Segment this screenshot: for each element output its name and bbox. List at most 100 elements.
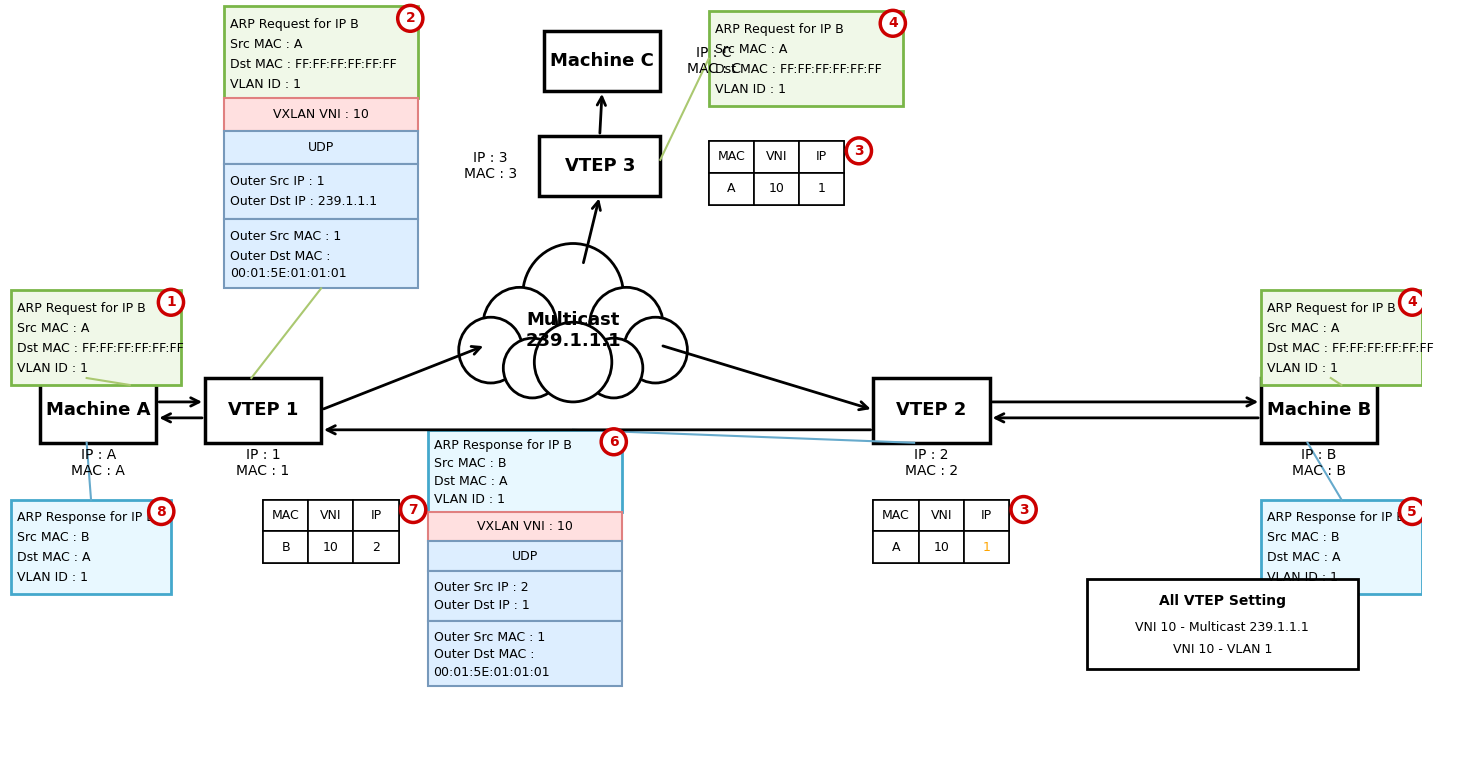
FancyBboxPatch shape xyxy=(428,430,622,511)
Text: Machine C: Machine C xyxy=(550,53,654,70)
FancyBboxPatch shape xyxy=(874,531,919,563)
Text: All VTEP Setting: All VTEP Setting xyxy=(1158,594,1286,608)
Text: VNI 10 - VLAN 1: VNI 10 - VLAN 1 xyxy=(1173,642,1272,655)
FancyBboxPatch shape xyxy=(874,531,1009,563)
Text: ARP Request for IP B: ARP Request for IP B xyxy=(230,18,359,30)
Text: ARP Request for IP B: ARP Request for IP B xyxy=(1267,302,1396,315)
Circle shape xyxy=(601,428,626,455)
Circle shape xyxy=(400,497,425,523)
Text: VTEP 2: VTEP 2 xyxy=(896,401,966,419)
Circle shape xyxy=(503,338,561,398)
Text: 10: 10 xyxy=(323,541,339,554)
Text: VLAN ID : 1: VLAN ID : 1 xyxy=(18,361,88,374)
Text: 5: 5 xyxy=(1407,505,1418,518)
Text: Outer Src IP : 2: Outer Src IP : 2 xyxy=(434,581,528,594)
Text: 10: 10 xyxy=(768,182,784,196)
FancyBboxPatch shape xyxy=(224,98,418,131)
Text: VXLAN VNI : 10: VXLAN VNI : 10 xyxy=(273,108,369,121)
Text: Multicast
239.1.1.1: Multicast 239.1.1.1 xyxy=(525,310,622,349)
Text: ARP Response for IP B: ARP Response for IP B xyxy=(1267,511,1404,524)
FancyBboxPatch shape xyxy=(353,499,399,531)
Text: IP : 2
MAC : 2: IP : 2 MAC : 2 xyxy=(905,447,959,478)
Text: ARP Response for IP B: ARP Response for IP B xyxy=(434,439,572,452)
Text: 00:01:5E:01:01:01: 00:01:5E:01:01:01 xyxy=(434,667,550,680)
Text: B: B xyxy=(281,541,290,554)
Text: 10: 10 xyxy=(934,541,949,554)
FancyBboxPatch shape xyxy=(754,141,799,173)
Text: Machine B: Machine B xyxy=(1267,401,1371,419)
Text: Src MAC : B: Src MAC : B xyxy=(1267,531,1340,544)
FancyBboxPatch shape xyxy=(224,218,418,288)
Text: Dst MAC : A: Dst MAC : A xyxy=(18,551,91,564)
Text: 1: 1 xyxy=(166,295,176,309)
Text: VLAN ID : 1: VLAN ID : 1 xyxy=(18,571,88,584)
FancyBboxPatch shape xyxy=(262,499,308,531)
FancyBboxPatch shape xyxy=(262,499,399,531)
FancyBboxPatch shape xyxy=(205,378,321,443)
Circle shape xyxy=(148,498,174,524)
Text: MAC: MAC xyxy=(271,509,299,522)
FancyBboxPatch shape xyxy=(40,378,157,443)
FancyBboxPatch shape xyxy=(708,173,754,205)
Text: 2: 2 xyxy=(406,11,415,25)
FancyBboxPatch shape xyxy=(919,531,963,563)
FancyBboxPatch shape xyxy=(308,499,353,531)
Text: Outer Dst MAC :: Outer Dst MAC : xyxy=(230,250,330,263)
Text: IP: IP xyxy=(371,509,381,522)
Text: A: A xyxy=(727,182,736,196)
FancyBboxPatch shape xyxy=(1086,579,1358,669)
FancyBboxPatch shape xyxy=(799,141,844,173)
FancyBboxPatch shape xyxy=(308,531,353,563)
Text: VTEP 3: VTEP 3 xyxy=(564,157,635,175)
FancyBboxPatch shape xyxy=(708,173,844,205)
FancyBboxPatch shape xyxy=(539,136,660,196)
Text: A: A xyxy=(891,541,900,554)
Text: Machine A: Machine A xyxy=(45,401,151,419)
Circle shape xyxy=(1400,498,1425,524)
Text: VNI: VNI xyxy=(320,509,342,522)
FancyBboxPatch shape xyxy=(12,499,172,594)
Text: Outer Dst MAC :: Outer Dst MAC : xyxy=(434,648,534,661)
Circle shape xyxy=(482,288,557,363)
FancyBboxPatch shape xyxy=(12,291,180,385)
Circle shape xyxy=(846,138,871,164)
Text: VNI: VNI xyxy=(931,509,951,522)
Text: Src MAC : A: Src MAC : A xyxy=(714,43,787,56)
Text: Dst MAC : A: Dst MAC : A xyxy=(434,475,507,488)
Text: Dst MAC : FF:FF:FF:FF:FF:FF: Dst MAC : FF:FF:FF:FF:FF:FF xyxy=(1267,342,1434,355)
Text: VLAN ID : 1: VLAN ID : 1 xyxy=(1267,361,1338,374)
FancyBboxPatch shape xyxy=(428,511,622,541)
Text: Src MAC : A: Src MAC : A xyxy=(1267,322,1340,335)
Circle shape xyxy=(158,289,183,315)
Circle shape xyxy=(589,288,663,363)
Text: IP : 1
MAC : 1: IP : 1 MAC : 1 xyxy=(236,447,290,478)
Text: VLAN ID : 1: VLAN ID : 1 xyxy=(714,82,786,96)
Text: 2: 2 xyxy=(372,541,380,554)
Text: UDP: UDP xyxy=(308,141,334,154)
Text: 7: 7 xyxy=(409,502,418,517)
FancyBboxPatch shape xyxy=(262,531,308,563)
Text: MAC: MAC xyxy=(883,509,910,522)
Text: 00:01:5E:01:01:01: 00:01:5E:01:01:01 xyxy=(230,267,346,280)
Text: Dst MAC : FF:FF:FF:FF:FF:FF: Dst MAC : FF:FF:FF:FF:FF:FF xyxy=(230,58,397,71)
Text: VNI 10 - Multicast 239.1.1.1: VNI 10 - Multicast 239.1.1.1 xyxy=(1135,621,1309,634)
FancyBboxPatch shape xyxy=(1261,378,1377,443)
FancyBboxPatch shape xyxy=(874,499,1009,531)
FancyBboxPatch shape xyxy=(708,141,844,173)
FancyBboxPatch shape xyxy=(353,531,399,563)
Circle shape xyxy=(397,5,422,31)
Circle shape xyxy=(523,244,623,347)
Text: IP : 3
MAC : 3: IP : 3 MAC : 3 xyxy=(465,151,517,181)
Text: Src MAC : A: Src MAC : A xyxy=(230,38,302,51)
Circle shape xyxy=(880,11,906,37)
Text: UDP: UDP xyxy=(512,550,538,563)
Text: 6: 6 xyxy=(608,435,619,449)
Text: VLAN ID : 1: VLAN ID : 1 xyxy=(230,78,301,91)
Text: Outer Dst IP : 1: Outer Dst IP : 1 xyxy=(434,599,529,612)
Text: MAC: MAC xyxy=(717,151,745,164)
Text: VLAN ID : 1: VLAN ID : 1 xyxy=(434,493,504,506)
Text: 1: 1 xyxy=(818,182,825,196)
FancyBboxPatch shape xyxy=(963,531,1009,563)
FancyBboxPatch shape xyxy=(708,141,754,173)
Circle shape xyxy=(623,317,688,383)
